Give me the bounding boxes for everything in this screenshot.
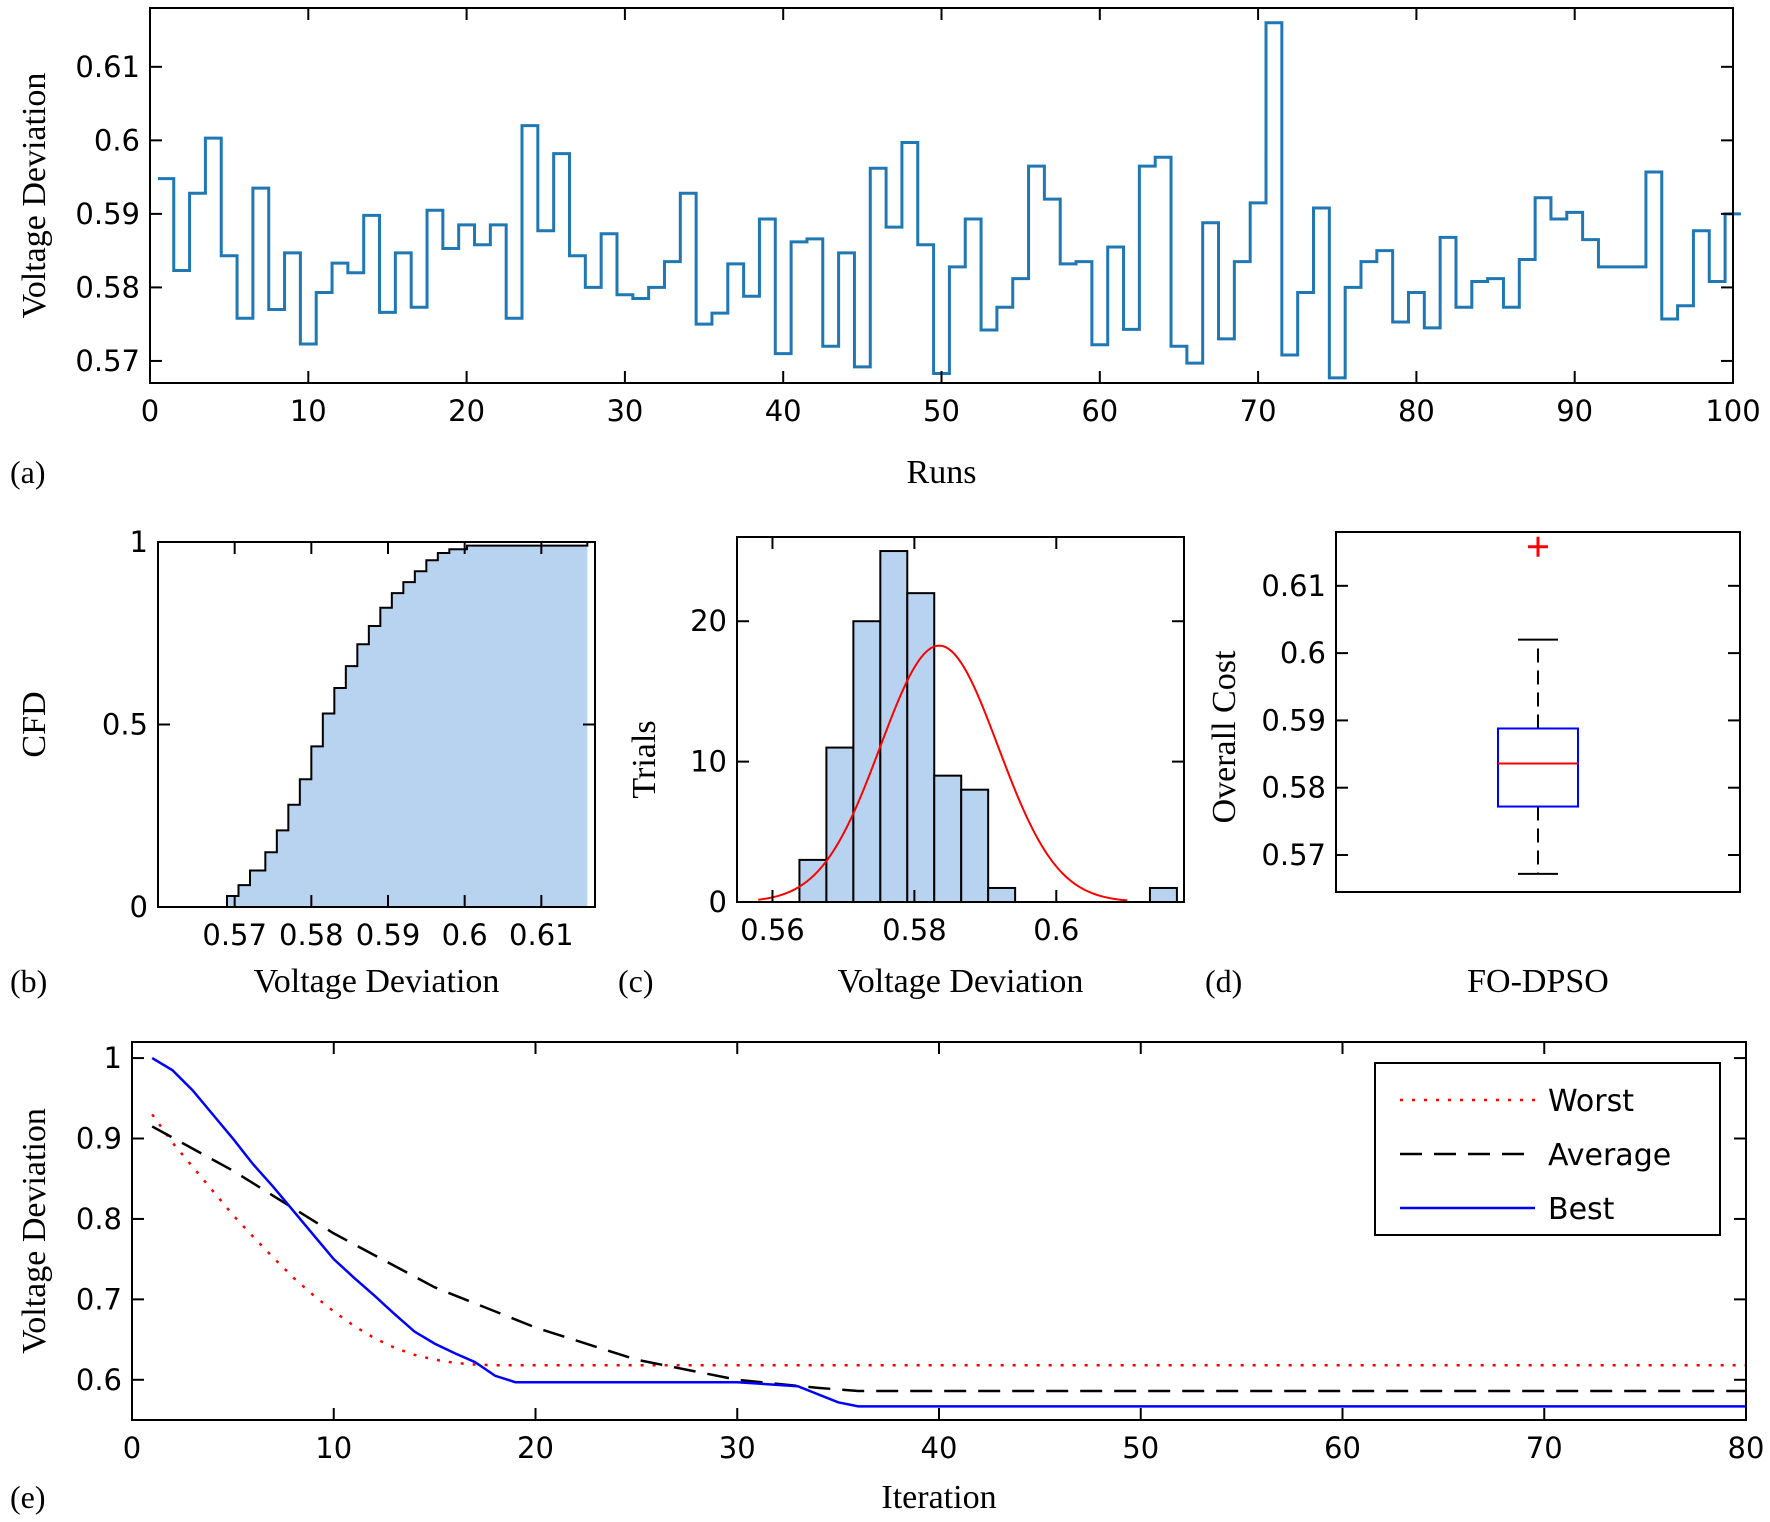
panel-c-xtick-label: 0.56 (740, 913, 805, 947)
panel-e-convergence-chart: 0 10 20 30 40 50 60 70 80 0.6 0.7 0.8 0.9 1 Iteration V… (10, 1041, 1764, 1516)
panel-a-ytick-label: 0.58 (75, 270, 140, 304)
panel-e-xtick-label: 50 (1122, 1431, 1159, 1465)
panel-e-ytick-label: 0.9 (76, 1122, 122, 1156)
panel-a-label: (a) (10, 454, 46, 490)
panel-d-ytick-label: 0.57 (1261, 838, 1326, 872)
panel-c-ytick-label: 0 (709, 885, 727, 919)
panel-a-x-axis-title: Runs (907, 454, 977, 491)
panel-e-legend-label-average: Average (1548, 1138, 1671, 1173)
panel-e-ytick-label: 1 (104, 1041, 122, 1075)
panel-b-x-axis-title: Voltage Deviation (254, 963, 500, 1000)
panel-e-legend-label-best: Best (1548, 1192, 1615, 1227)
panel-d-ytick-label: 0.58 (1261, 771, 1326, 805)
panel-d-axes-frame (1335, 531, 1741, 893)
panel-b-y-axis-title: CFD (16, 691, 53, 757)
panel-a-xtick-label: 60 (1081, 394, 1118, 428)
panel-a-xtick-label: 90 (1556, 394, 1593, 428)
panel-c-histogram-bar (1148, 886, 1178, 904)
panel-e-xtick-label: 30 (719, 1431, 756, 1465)
panel-a-y-axis-title: Voltage Deviation (16, 73, 53, 319)
panel-c-ytick-label: 20 (690, 604, 727, 638)
panel-d-label: (d) (1205, 963, 1242, 999)
panel-e-ytick-label: 0.6 (76, 1363, 122, 1397)
panel-a-xtick-label: 80 (1398, 394, 1435, 428)
panel-a-xtick-label: 30 (606, 394, 643, 428)
panel-a-xtick-label: 0 (141, 394, 159, 428)
panel-c-normal-fit-curve (758, 644, 1128, 902)
panel-c-histogram-bar (987, 886, 1017, 904)
panel-a-xtick-label: 40 (765, 394, 802, 428)
panel-a-ytick-label: 0.61 (75, 50, 140, 84)
panel-c-histogram-bar (825, 746, 855, 903)
panel-b-ytick-label: 0.5 (102, 708, 148, 742)
panel-b-xtick-label: 0.6 (442, 918, 488, 952)
panel-a-ytick-label: 0.57 (75, 344, 140, 378)
panel-e-legend-label-worst: Worst (1548, 1084, 1634, 1119)
panel-e-xtick-label: 20 (517, 1431, 554, 1465)
panel-e-xtick-label: 70 (1526, 1431, 1563, 1465)
panel-e-ytick-label: 0.8 (76, 1202, 122, 1236)
panel-b-ytick-label: 1 (130, 525, 148, 559)
panel-c-xtick-label: 0.6 (1033, 913, 1079, 947)
panel-e-series-average-line (151, 1125, 1746, 1393)
panel-b-ytick-label: 0 (130, 890, 148, 924)
panel-b-cdf-chart: 0.57 0.58 0.59 0.6 0.61 0 0.5 1 Voltage Deviatio… (10, 525, 596, 1000)
panel-d-box (1497, 727, 1579, 808)
panel-e-y-axis-title: Voltage Deviation (16, 1108, 53, 1354)
panel-d-ytick-label: 0.6 (1280, 636, 1326, 670)
panel-b-xtick-label: 0.59 (356, 918, 421, 952)
panel-b-xtick-label: 0.61 (509, 918, 574, 952)
panel-b-label: (b) (10, 963, 47, 999)
panel-e-legend: Worst Average Best (1374, 1062, 1721, 1236)
panel-d-outlier-marker (1528, 536, 1548, 557)
panel-c-x-axis-title: Voltage Deviation (838, 963, 1084, 1000)
panel-e-xtick-label: 10 (315, 1431, 352, 1465)
panel-e-label: (e) (10, 1479, 46, 1515)
panel-b-cdf-line (217, 542, 589, 908)
panel-e-legend-box (1374, 1062, 1721, 1236)
panel-c-histogram-chart: 0.56 0.58 0.6 0 10 20 Voltage Deviation Trials (… (618, 536, 1185, 1000)
panel-a-xtick-label: 20 (448, 394, 485, 428)
panel-a-xtick-label: 70 (1240, 394, 1277, 428)
panel-e-ytick-label: 0.7 (76, 1282, 122, 1316)
panel-d-boxplot-chart: 0.57 0.58 0.59 0.6 0.61 FO-DPSO Overall Cost (d… (1205, 531, 1741, 1000)
panel-c-y-axis-title: Trials (626, 720, 663, 798)
panel-c-histogram-bar (933, 774, 963, 904)
panel-d-ytick-label: 0.59 (1261, 703, 1326, 737)
panel-c-ytick-label: 10 (690, 745, 727, 779)
panel-d-y-axis-title: Overall Cost (1206, 650, 1243, 823)
panel-e-series-worst-line (151, 1113, 1746, 1367)
panel-e-xtick-label: 60 (1324, 1431, 1361, 1465)
panel-a-ytick-label: 0.6 (94, 123, 140, 157)
panel-c-histogram-bar (852, 620, 882, 903)
panel-a-ytick-label: 0.59 (75, 197, 140, 231)
panel-c-axes-frame (736, 536, 1185, 903)
panel-e-series-best-line (151, 1057, 1746, 1408)
panel-a-step-chart: 0 10 20 30 40 50 60 70 80 90 100 0.57 0.58 0.59 0.6 0.6… (10, 7, 1761, 491)
panel-a-xtick-label: 100 (1705, 394, 1760, 428)
panel-c-histogram-bar (879, 550, 909, 903)
panel-c-histogram-bar (906, 592, 936, 904)
panel-a-xtick-label: 10 (290, 394, 327, 428)
panel-e-xtick-label: 80 (1728, 1431, 1765, 1465)
panel-a-xtick-label: 50 (923, 394, 960, 428)
panel-d-ytick-label: 0.61 (1261, 569, 1326, 603)
panel-b-xtick-label: 0.57 (202, 918, 267, 952)
panel-b-cdf-area (217, 542, 588, 907)
panel-b-xtick-label: 0.58 (279, 918, 344, 952)
panel-c-histogram-bar (960, 788, 990, 904)
panel-e-xtick-label: 0 (123, 1431, 141, 1465)
panel-a-axes-frame (149, 7, 1734, 384)
panel-c-label: (c) (618, 963, 654, 999)
panel-e-xtick-label: 40 (921, 1431, 958, 1465)
panel-d-x-axis-title: FO-DPSO (1467, 963, 1609, 1000)
panel-e-x-axis-title: Iteration (881, 1479, 996, 1516)
panel-a-series-line (157, 21, 1741, 380)
panel-c-xtick-label: 0.58 (882, 913, 947, 947)
